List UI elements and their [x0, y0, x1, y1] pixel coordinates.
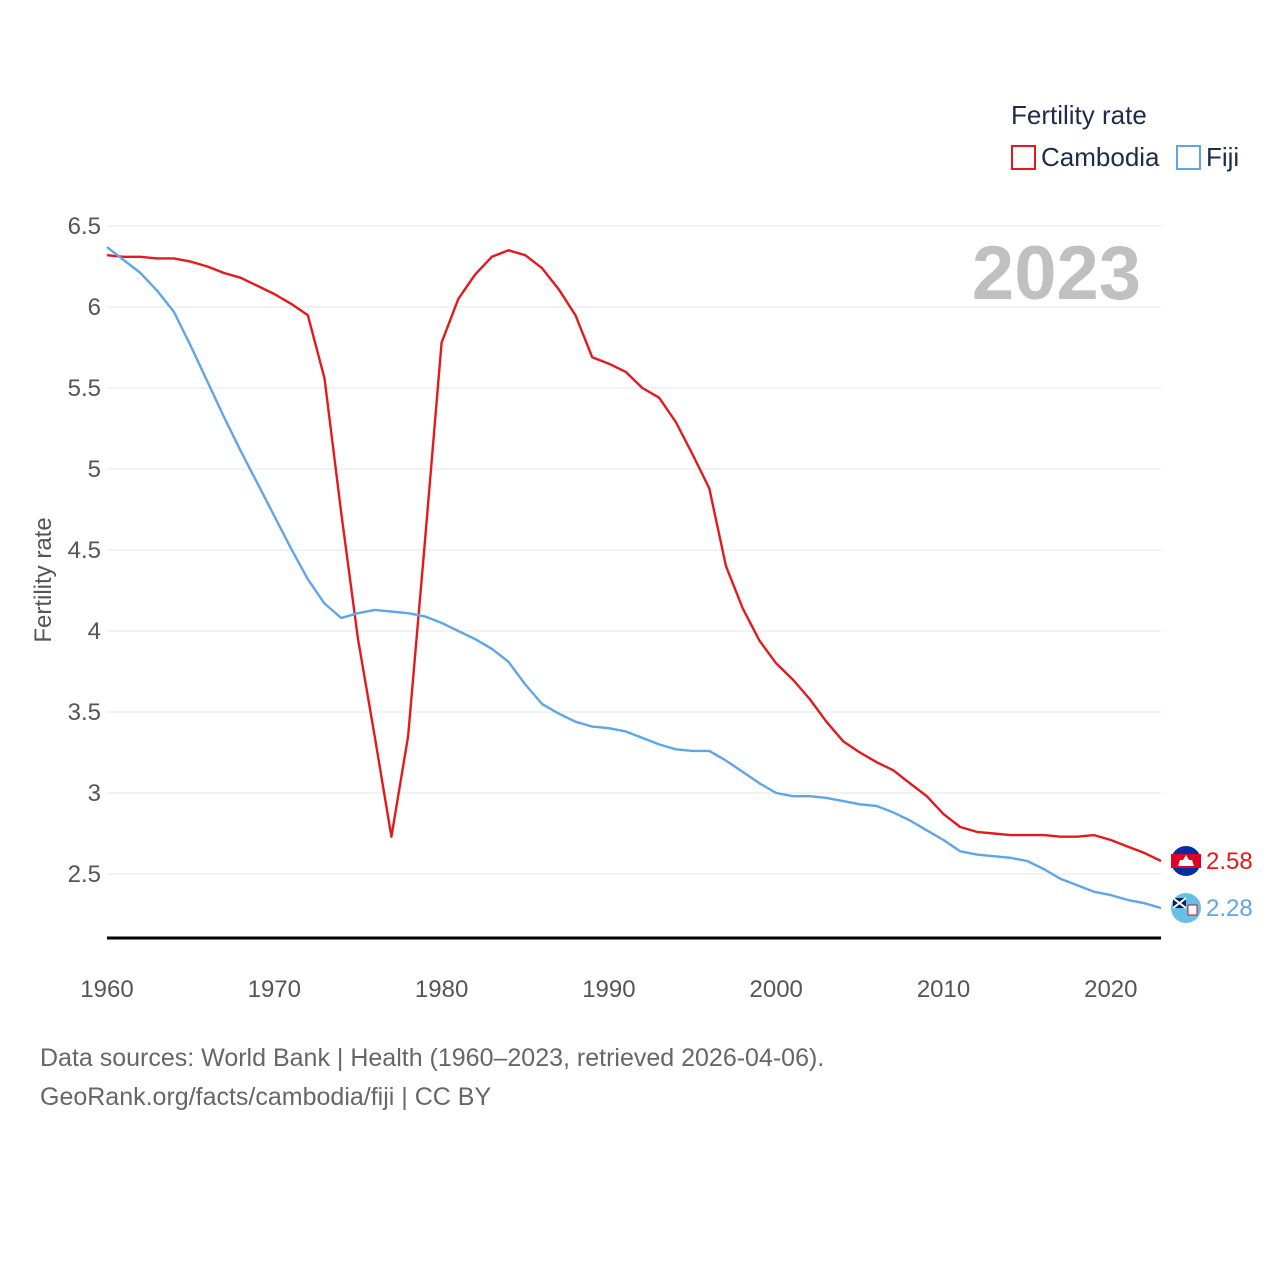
legend-swatch-cambodia — [1011, 145, 1036, 170]
x-tick-label: 1970 — [248, 976, 301, 1003]
end-label-cambodia: 2.58 — [1206, 848, 1253, 875]
y-tick-label: 5.5 — [68, 375, 101, 402]
gridlines — [107, 225, 1161, 875]
series-line-fiji — [106, 246, 1162, 910]
source-credit: Data sources: World Bank | Health (1960–… — [40, 1044, 825, 1072]
y-tick-label: 3.5 — [68, 699, 101, 726]
x-tick-label: 2010 — [917, 976, 970, 1003]
x-tick-label: 1980 — [415, 976, 468, 1003]
legend-label-fiji: Fiji — [1206, 142, 1239, 172]
fiji-flag-icon — [1171, 893, 1201, 924]
x-tick-label: 1990 — [582, 976, 635, 1003]
y-tick-label: 6 — [88, 294, 101, 321]
source-link: GeoRank.org/facts/cambodia/fiji | CC BY — [40, 1083, 492, 1111]
y-tick-label: 5 — [88, 456, 101, 483]
x-tick-label: 2020 — [1084, 976, 1137, 1003]
y-axis-ticks: 2.5 3 3.5 4 4.5 5 5.5 6 6.5 — [68, 213, 101, 888]
legend-title: Fertility rate — [1011, 100, 1147, 130]
y-tick-label: 3 — [88, 780, 101, 807]
series-lines — [106, 246, 1162, 910]
series-endpoints: 2.58 2.28 — [1171, 846, 1253, 924]
legend-label-cambodia: Cambodia — [1041, 142, 1160, 172]
x-tick-label: 1960 — [80, 976, 133, 1003]
legend: Fertility rate Cambodia Fiji — [1011, 100, 1239, 172]
cambodia-flag-icon — [1171, 846, 1201, 877]
y-tick-label: 2.5 — [68, 861, 101, 888]
legend-item-fiji[interactable]: Fiji — [1176, 142, 1239, 172]
fertility-rate-chart: 2.5 3 3.5 4 4.5 5 5.5 6 6.5 1960 1970 1980 1990 2000… — [30, 100, 1253, 1003]
x-axis-ticks: 1960 1970 1980 1990 2000 2010 2020 — [80, 976, 1137, 1003]
x-tick-label: 2000 — [750, 976, 803, 1003]
y-tick-label: 4 — [88, 618, 101, 645]
end-label-fiji: 2.28 — [1206, 895, 1253, 922]
legend-item-cambodia[interactable]: Cambodia — [1011, 142, 1160, 172]
legend-swatch-fiji — [1176, 145, 1201, 170]
y-tick-label: 6.5 — [68, 213, 101, 240]
year-label: 2023 — [972, 231, 1141, 316]
series-line-cambodia — [106, 249, 1162, 863]
y-axis-title: Fertility rate — [30, 517, 57, 642]
y-tick-label: 4.5 — [68, 537, 101, 564]
